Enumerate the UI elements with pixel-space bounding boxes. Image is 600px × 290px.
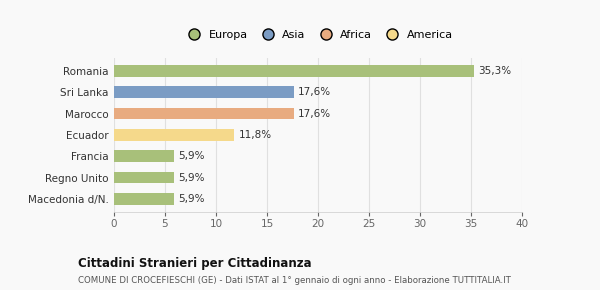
Bar bbox=[114, 129, 235, 141]
Text: 11,8%: 11,8% bbox=[238, 130, 272, 140]
Text: 5,9%: 5,9% bbox=[178, 173, 205, 182]
Text: Cittadini Stranieri per Cittadinanza: Cittadini Stranieri per Cittadinanza bbox=[78, 257, 311, 270]
Text: 5,9%: 5,9% bbox=[178, 151, 205, 161]
Text: 35,3%: 35,3% bbox=[478, 66, 511, 76]
Bar bbox=[114, 65, 474, 77]
Bar bbox=[114, 172, 174, 183]
Bar bbox=[114, 193, 174, 205]
Text: 17,6%: 17,6% bbox=[298, 87, 331, 97]
Bar bbox=[114, 150, 174, 162]
Legend: Europa, Asia, Africa, America: Europa, Asia, Africa, America bbox=[183, 30, 453, 40]
Bar bbox=[114, 108, 293, 119]
Bar bbox=[114, 86, 293, 98]
Text: 17,6%: 17,6% bbox=[298, 108, 331, 119]
Text: 5,9%: 5,9% bbox=[178, 194, 205, 204]
Text: COMUNE DI CROCEFIESCHI (GE) - Dati ISTAT al 1° gennaio di ogni anno - Elaborazio: COMUNE DI CROCEFIESCHI (GE) - Dati ISTAT… bbox=[78, 276, 511, 285]
